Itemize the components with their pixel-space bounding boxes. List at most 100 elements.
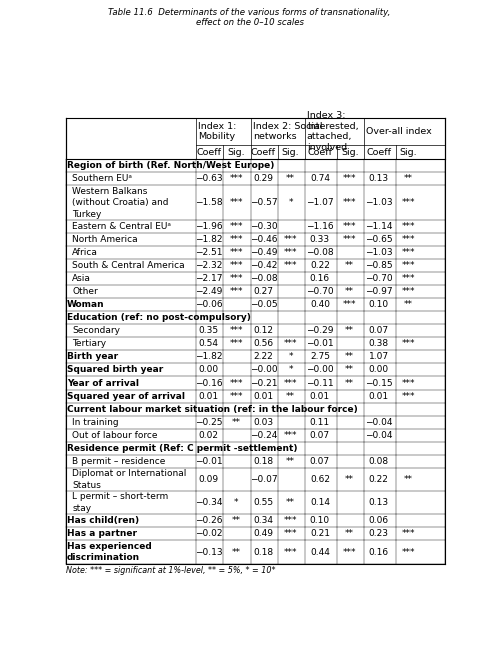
Text: −1.82: −1.82 bbox=[195, 352, 223, 362]
Text: ***: *** bbox=[343, 198, 356, 208]
Text: 0.00: 0.00 bbox=[199, 365, 219, 375]
Text: Diplomat or International: Diplomat or International bbox=[72, 469, 187, 478]
Text: ***: *** bbox=[402, 261, 415, 271]
Text: **: ** bbox=[345, 475, 354, 484]
Text: ***: *** bbox=[402, 198, 415, 208]
Text: ***: *** bbox=[402, 274, 415, 284]
Text: 0.07: 0.07 bbox=[310, 457, 330, 466]
Text: −0.00: −0.00 bbox=[306, 365, 334, 375]
Text: Education (ref: no post-compulsory): Education (ref: no post-compulsory) bbox=[67, 314, 251, 322]
Text: **: ** bbox=[286, 498, 295, 507]
Text: 0.07: 0.07 bbox=[369, 326, 389, 335]
Text: **: ** bbox=[232, 516, 241, 525]
Text: ***: *** bbox=[284, 430, 297, 440]
Text: −0.01: −0.01 bbox=[195, 457, 223, 466]
Text: 0.07: 0.07 bbox=[310, 430, 330, 440]
Text: Coeff: Coeff bbox=[366, 148, 391, 157]
Text: −0.08: −0.08 bbox=[306, 248, 334, 257]
Text: 0.27: 0.27 bbox=[253, 288, 273, 297]
Text: −0.06: −0.06 bbox=[195, 301, 223, 309]
Text: *: * bbox=[288, 198, 293, 208]
Text: −2.32: −2.32 bbox=[195, 261, 222, 271]
Text: Out of labour force: Out of labour force bbox=[72, 430, 158, 440]
Text: ***: *** bbox=[284, 548, 297, 557]
Text: −0.49: −0.49 bbox=[250, 248, 277, 257]
Text: 0.38: 0.38 bbox=[369, 339, 389, 348]
Text: 2.75: 2.75 bbox=[310, 352, 330, 362]
Text: Has a partner: Has a partner bbox=[67, 529, 137, 538]
Text: Has child(ren): Has child(ren) bbox=[67, 516, 139, 525]
Text: Asia: Asia bbox=[72, 274, 91, 284]
Text: Note: *** = significant at 1%-level, ** = 5%, * = 10*: Note: *** = significant at 1%-level, ** … bbox=[66, 566, 276, 575]
Text: In training: In training bbox=[72, 417, 119, 426]
Text: 0.33: 0.33 bbox=[310, 235, 330, 244]
Text: South & Central America: South & Central America bbox=[72, 261, 185, 271]
Text: ***: *** bbox=[284, 339, 297, 348]
Text: −1.03: −1.03 bbox=[365, 248, 393, 257]
Text: Woman: Woman bbox=[67, 301, 105, 309]
Text: −0.30: −0.30 bbox=[250, 223, 277, 231]
Text: ***: *** bbox=[343, 174, 356, 183]
Text: ***: *** bbox=[343, 223, 356, 231]
Text: 0.14: 0.14 bbox=[310, 498, 330, 507]
Text: 0.00: 0.00 bbox=[369, 365, 389, 375]
Text: 0.13: 0.13 bbox=[369, 174, 389, 183]
Text: **: ** bbox=[345, 288, 354, 297]
Text: −0.57: −0.57 bbox=[250, 198, 277, 208]
Text: −0.46: −0.46 bbox=[250, 235, 277, 244]
Text: ***: *** bbox=[343, 235, 356, 244]
Text: Table 11.6  Determinants of the various forms of transnationality,
effect on the: Table 11.6 Determinants of the various f… bbox=[108, 8, 391, 28]
Text: −0.04: −0.04 bbox=[365, 430, 393, 440]
Text: **: ** bbox=[286, 457, 295, 466]
Text: ***: *** bbox=[284, 261, 297, 271]
Text: −1.58: −1.58 bbox=[195, 198, 223, 208]
Text: 0.21: 0.21 bbox=[310, 529, 330, 538]
Text: **: ** bbox=[404, 475, 413, 484]
Text: −0.01: −0.01 bbox=[306, 339, 334, 348]
Text: 0.06: 0.06 bbox=[369, 516, 389, 525]
Text: −0.05: −0.05 bbox=[250, 301, 277, 309]
Text: 0.54: 0.54 bbox=[199, 339, 219, 348]
Text: −0.70: −0.70 bbox=[365, 274, 393, 284]
Text: ***: *** bbox=[230, 223, 243, 231]
Text: −0.02: −0.02 bbox=[195, 529, 223, 538]
Text: ***: *** bbox=[284, 248, 297, 257]
Text: 0.62: 0.62 bbox=[310, 475, 330, 484]
Text: Status: Status bbox=[72, 481, 101, 489]
Text: Index 3:
Interested,
attached,
involved: Index 3: Interested, attached, involved bbox=[307, 111, 358, 152]
Text: −0.63: −0.63 bbox=[195, 174, 223, 183]
Text: stay: stay bbox=[72, 504, 91, 513]
Text: 0.13: 0.13 bbox=[369, 498, 389, 507]
Text: 0.35: 0.35 bbox=[199, 326, 219, 335]
Text: −1.07: −1.07 bbox=[306, 198, 334, 208]
Text: Eastern & Central EUᵃ: Eastern & Central EUᵃ bbox=[72, 223, 171, 231]
Text: (without Croatia) and: (without Croatia) and bbox=[72, 198, 169, 208]
Text: Year of arrival: Year of arrival bbox=[67, 379, 139, 388]
Text: Current labour market situation (ref: in the labour force): Current labour market situation (ref: in… bbox=[67, 405, 358, 413]
Text: 2.22: 2.22 bbox=[253, 352, 273, 362]
Text: ***: *** bbox=[230, 339, 243, 348]
Text: ***: *** bbox=[402, 339, 415, 348]
Text: Sig.: Sig. bbox=[400, 148, 417, 157]
Text: ***: *** bbox=[230, 248, 243, 257]
Text: Western Balkans: Western Balkans bbox=[72, 187, 147, 196]
Text: −0.42: −0.42 bbox=[250, 261, 277, 271]
Text: 0.29: 0.29 bbox=[253, 174, 273, 183]
Text: −0.00: −0.00 bbox=[250, 365, 277, 375]
Text: −0.08: −0.08 bbox=[250, 274, 277, 284]
Text: **: ** bbox=[286, 174, 295, 183]
Text: *: * bbox=[288, 365, 293, 375]
Text: −0.65: −0.65 bbox=[365, 235, 393, 244]
Text: 0.01: 0.01 bbox=[310, 392, 330, 400]
Text: 0.02: 0.02 bbox=[199, 430, 219, 440]
Text: **: ** bbox=[345, 352, 354, 362]
Text: Turkey: Turkey bbox=[72, 210, 101, 219]
Text: Africa: Africa bbox=[72, 248, 98, 257]
Text: Over-all index: Over-all index bbox=[366, 127, 432, 136]
Text: 0.40: 0.40 bbox=[310, 301, 330, 309]
Text: −0.85: −0.85 bbox=[365, 261, 393, 271]
Text: −0.04: −0.04 bbox=[365, 417, 393, 426]
Text: Tertiary: Tertiary bbox=[72, 339, 106, 348]
Text: 0.56: 0.56 bbox=[253, 339, 273, 348]
Text: 0.74: 0.74 bbox=[310, 174, 330, 183]
